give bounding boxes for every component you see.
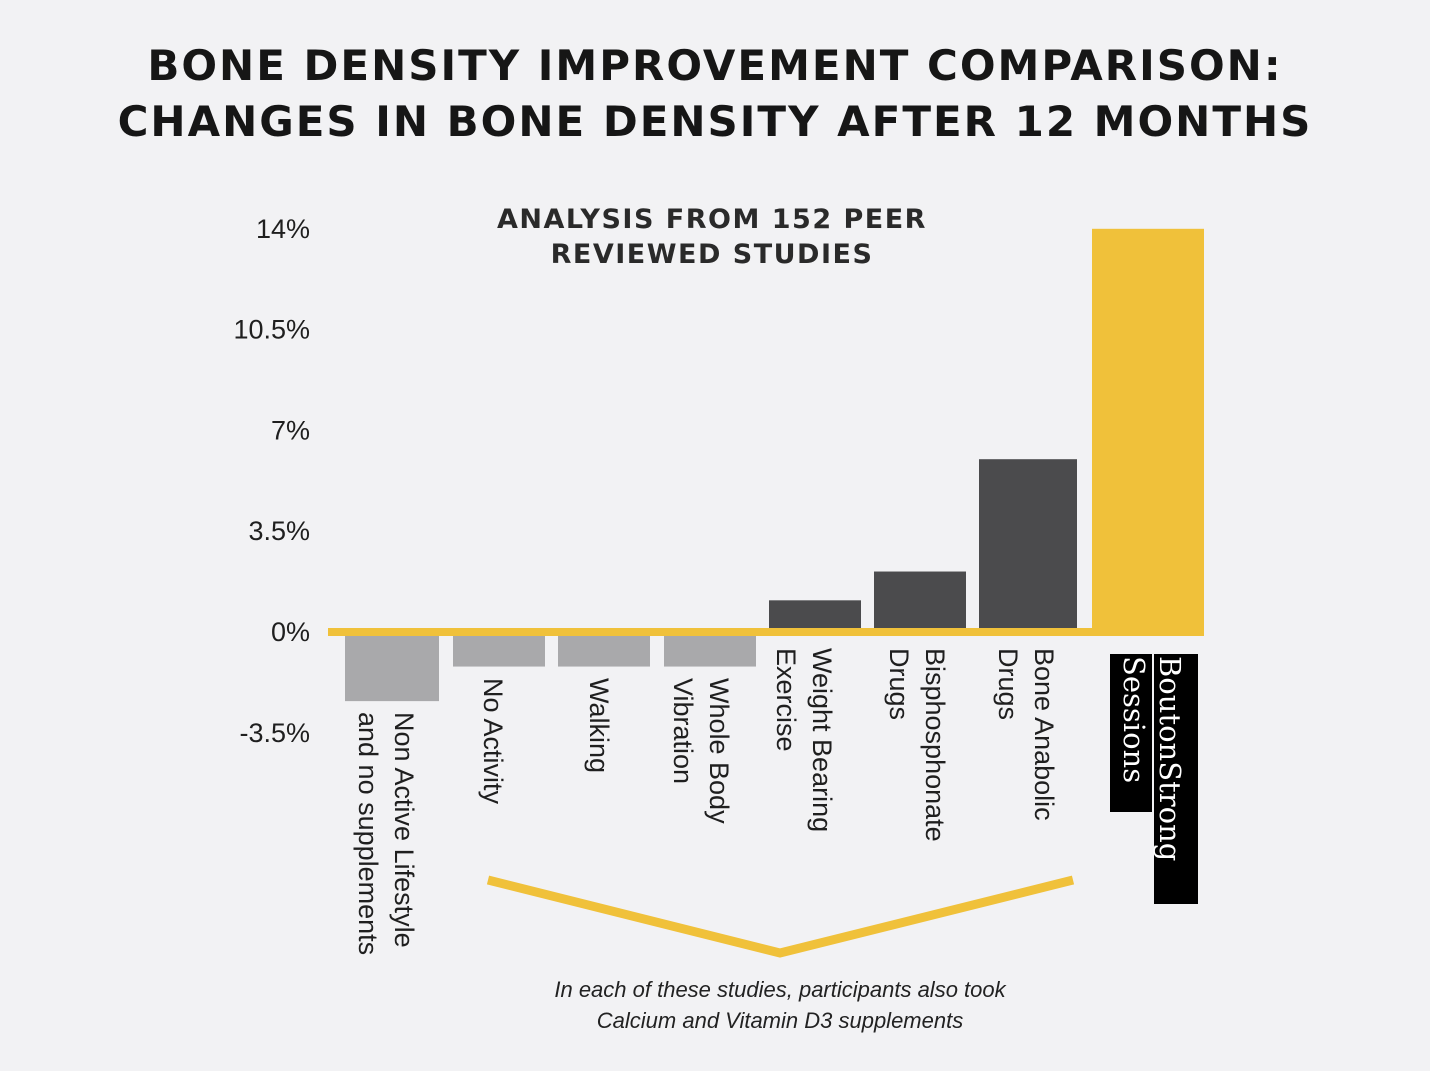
bar-3 bbox=[664, 632, 756, 667]
title-line-2: CHANGES IN BONE DENSITY AFTER 12 MONTHS bbox=[117, 97, 1313, 146]
footnote: In each of these studies, participants a… bbox=[480, 974, 1080, 1036]
y-tick-label-5: -3.5% bbox=[239, 718, 310, 748]
category-label-4-line-1: Exercise bbox=[771, 648, 801, 752]
category-label-4-line-0: Weight Bearing bbox=[807, 648, 837, 832]
chart-title: BONE DENSITY IMPROVEMENT COMPARISON: CHA… bbox=[0, 38, 1430, 150]
footnote-line-2: Calcium and Vitamin D3 supplements bbox=[596, 1008, 964, 1033]
category-label-1: No Activity bbox=[478, 678, 508, 805]
category-label-6-line-0: Bone Anabolic bbox=[1029, 648, 1059, 821]
title-line-1: BONE DENSITY IMPROVEMENT COMPARISON: bbox=[147, 41, 1283, 90]
subtitle-line-1: ANALYSIS FROM 152 PEER bbox=[497, 204, 927, 235]
bar-4 bbox=[769, 600, 861, 632]
highlight-label-box-1 bbox=[1154, 654, 1198, 904]
bars bbox=[345, 228, 1204, 702]
category-label-2: Walking bbox=[584, 678, 614, 773]
bar-6 bbox=[979, 459, 1077, 632]
category-label-5-line-0: Bisphosphonate bbox=[920, 648, 950, 842]
category-label-6-line-1: Drugs bbox=[993, 648, 1023, 720]
category-label-7-line-1: Sessions bbox=[1117, 656, 1151, 783]
category-label-0-line-1: and no supplements bbox=[353, 712, 383, 955]
bar-0 bbox=[345, 632, 439, 702]
bar-5 bbox=[874, 571, 966, 632]
y-tick-label-1: 10.5% bbox=[233, 315, 310, 345]
chart-subtitle: ANALYSIS FROM 152 PEER REVIEWED STUDIES bbox=[462, 202, 962, 272]
y-tick-label-0: 14% bbox=[256, 214, 310, 244]
category-label-3-line-0: Whole Body bbox=[704, 678, 734, 824]
y-tick-label-4: 0% bbox=[271, 617, 310, 647]
subtitle-line-2: REVIEWED STUDIES bbox=[550, 239, 874, 270]
category-label-7-line-0: BoutonStrong bbox=[1153, 656, 1187, 861]
category-label-1-line-0: No Activity bbox=[478, 678, 508, 805]
footnote-line-1: In each of these studies, participants a… bbox=[554, 977, 1006, 1002]
bar-1 bbox=[453, 632, 545, 667]
studies-bracket bbox=[486, 875, 1075, 958]
y-tick-label-2: 7% bbox=[271, 415, 310, 445]
highlight-label-box-2 bbox=[1110, 654, 1152, 812]
category-label-2-line-0: Walking bbox=[584, 678, 614, 773]
y-axis-ticks: 14% 10.5% 7% 3.5% 0% -3.5% bbox=[233, 214, 310, 748]
category-label-0-line-0: Non Active Lifestyle bbox=[389, 712, 419, 948]
bar-7 bbox=[1092, 228, 1204, 633]
bar-2 bbox=[558, 632, 650, 667]
category-label-3-line-1: Vibration bbox=[668, 678, 698, 784]
y-tick-label-3: 3.5% bbox=[248, 516, 310, 546]
category-label-5-line-1: Drugs bbox=[884, 648, 914, 720]
